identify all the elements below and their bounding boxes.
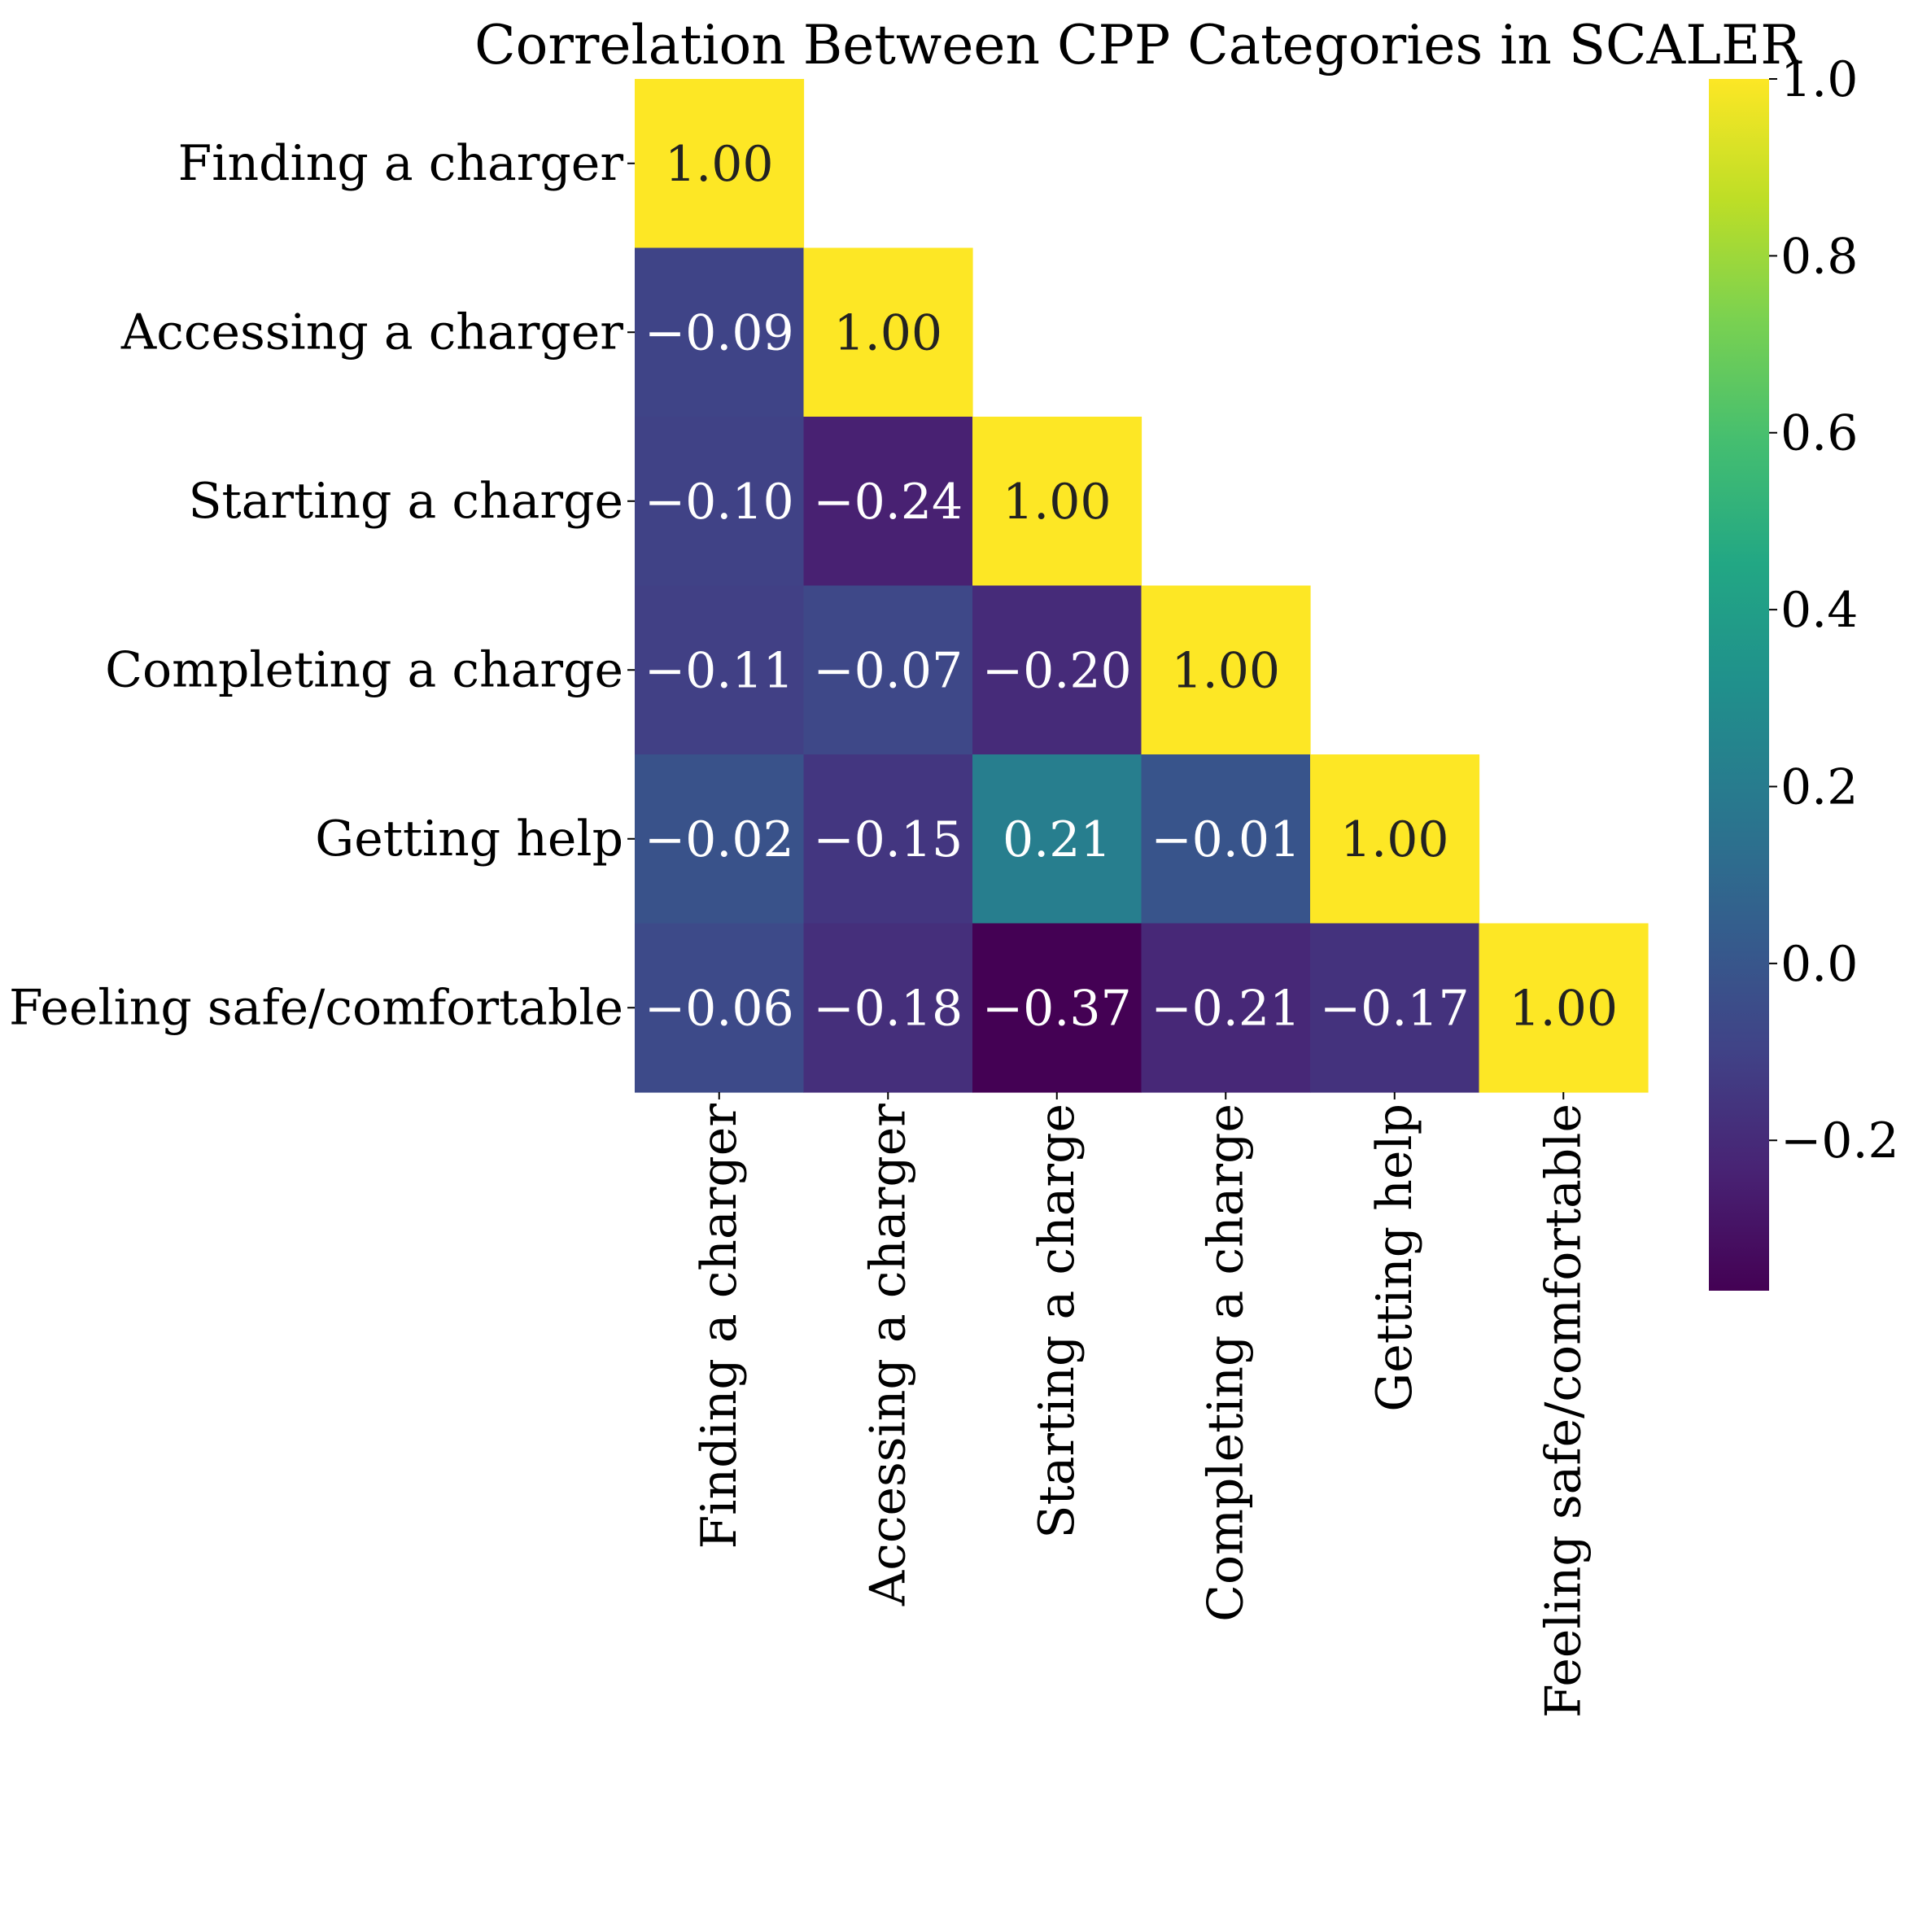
heatmap-cell-r5-c1: [803, 923, 973, 1093]
cell-value-r5-c3: −0.21: [1151, 980, 1300, 1037]
colorbar-gradient: [1709, 79, 1769, 1291]
chart-title: Correlation Between CPP Categories in SC…: [474, 14, 1802, 76]
cell-value-r0-c0: 1.00: [665, 136, 774, 193]
heatmap-cell-r5-c3: [1141, 923, 1311, 1093]
cell-value-r3-c3: 1.00: [1171, 642, 1280, 699]
heatmap-cells: 1.00 −0.09 1.00 −0.10 −0.24 1.00 −0.11 −0.07 −0.…: [635, 79, 1649, 1093]
heatmap-cell-r2-c0: [635, 417, 805, 587]
row-label-4: Getting help: [315, 811, 623, 868]
heatmap-cell-r1-c0: [635, 247, 805, 417]
heatmap-cell-r4-c2: [972, 754, 1142, 924]
column-label-0: Finding a charger: [691, 1104, 748, 1550]
heatmap-cell-r4-c1: [803, 754, 973, 924]
cell-value-r5-c4: −0.17: [1320, 980, 1470, 1037]
column-labels: Finding a charger Accessing a charger Star…: [691, 1092, 1592, 1718]
row-label-1: Accessing a charger: [120, 304, 623, 361]
heatmap-cell-r3-c1: [803, 585, 973, 755]
colorbar: −0.2 0.0 0.2 0.4 0.6 0.8 1.0: [1709, 51, 1899, 1291]
cell-value-r4-c1: −0.15: [813, 811, 963, 868]
heatmap-cell-r1-c1: [803, 247, 973, 417]
colorbar-tick-label-3: 0.4: [1780, 582, 1858, 639]
heatmap-cell-r3-c2: [972, 585, 1142, 755]
heatmap-cell-r5-c0: [635, 923, 805, 1093]
column-label-3: Completing a charge: [1197, 1104, 1254, 1622]
row-label-2: Starting a charge: [188, 473, 623, 530]
heatmap-cell-r3-c3: [1141, 585, 1311, 755]
cell-value-r5-c1: −0.18: [813, 980, 963, 1037]
colorbar-tick-label-1: 0.0: [1780, 936, 1858, 993]
cell-value-r5-c5: 1.00: [1509, 980, 1618, 1037]
column-label-2: Starting a charge: [1029, 1104, 1086, 1539]
cell-value-r2-c0: −0.10: [644, 474, 794, 531]
row-labels: Finding a charger Accessing a charger Star…: [9, 135, 635, 1036]
cell-value-r3-c2: −0.20: [982, 642, 1132, 699]
heatmap-cell-r2-c1: [803, 417, 973, 587]
cell-value-r2-c2: 1.00: [1003, 474, 1112, 531]
colorbar-tick-label-0: −0.2: [1780, 1112, 1899, 1169]
heatmap-cell-r2-c2: [972, 417, 1142, 587]
column-label-1: Accessing a charger: [859, 1104, 916, 1606]
cell-value-r4-c0: −0.02: [644, 811, 794, 868]
heatmap-cell-r4-c4: [1310, 754, 1480, 924]
row-label-0: Finding a charger: [178, 135, 624, 192]
cell-value-r1-c0: −0.09: [644, 304, 794, 361]
heatmap-cell-r5-c2: [972, 923, 1142, 1093]
column-label-4: Getting help: [1366, 1104, 1423, 1412]
column-label-5: Feeling safe/comfortable: [1535, 1104, 1592, 1718]
row-label-3: Completing a charge: [105, 641, 623, 698]
heatmap-cell-r3-c0: [635, 585, 805, 755]
heatmap-cell-r4-c0: [635, 754, 805, 924]
colorbar-tick-label-5: 0.8: [1780, 228, 1858, 285]
heatmap-cell-r5-c4: [1310, 923, 1480, 1093]
colorbar-tick-label-6: 1.0: [1780, 51, 1858, 108]
heatmap-cell-r0-c0: [635, 79, 805, 249]
row-label-5: Feeling safe/comfortable: [9, 979, 623, 1036]
cell-value-r4-c2: 0.21: [1003, 811, 1112, 868]
cell-value-r5-c0: −0.06: [644, 980, 794, 1037]
cell-value-r3-c0: −0.11: [644, 642, 794, 699]
colorbar-tick-label-4: 0.6: [1780, 405, 1858, 462]
heatmap-cell-r5-c5: [1479, 923, 1649, 1093]
cell-value-r5-c2: −0.37: [982, 980, 1132, 1037]
cell-value-r4-c3: −0.01: [1151, 811, 1300, 868]
cell-value-r1-c1: 1.00: [833, 304, 942, 361]
cell-value-r3-c1: −0.07: [813, 642, 963, 699]
heatmap-cell-r4-c3: [1141, 754, 1311, 924]
cell-value-r2-c1: −0.24: [813, 474, 963, 531]
colorbar-tick-label-2: 0.2: [1780, 758, 1858, 815]
cell-value-r4-c4: 1.00: [1340, 811, 1449, 868]
